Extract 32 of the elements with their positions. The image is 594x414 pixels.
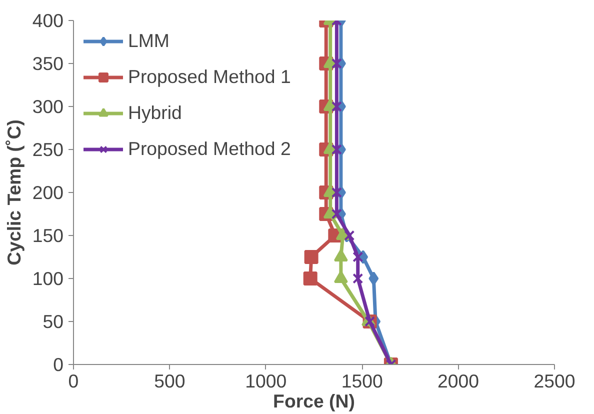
point: [331, 208, 342, 220]
legend-label: Proposed Method 1: [128, 66, 291, 88]
legend-label: Proposed Method 2: [128, 138, 291, 160]
legend-label: LMM: [128, 30, 170, 52]
legend-label: Hybrid: [128, 102, 182, 124]
y-tick-label: 300: [32, 96, 64, 117]
y-axis-title: Cyclic Temp (˚C): [3, 120, 24, 266]
x-tick-label: 1500: [341, 370, 383, 392]
point: [303, 272, 318, 286]
point: [304, 250, 318, 264]
y-tick-label: 100: [32, 268, 64, 289]
point: [331, 144, 342, 155]
y-tick-label: 50: [42, 311, 64, 332]
x-tick-label: 2000: [438, 370, 480, 392]
y-tick-label: 150: [32, 225, 64, 246]
y-tick-label: 200: [32, 182, 64, 203]
point: [352, 273, 364, 284]
y-tick-label: 400: [32, 10, 64, 31]
point: [352, 252, 364, 262]
point: [368, 272, 379, 286]
x-tick-label: 500: [154, 370, 186, 392]
x-axis-title: Force (N): [273, 390, 355, 412]
y-tick-label: 0: [53, 354, 64, 375]
point: [331, 187, 342, 198]
point: [331, 101, 342, 112]
point: [344, 230, 355, 241]
x-tick-label: 1000: [245, 370, 287, 392]
y-tick-label: 250: [32, 139, 64, 160]
x-tick-label: 2500: [534, 370, 576, 392]
x-tick-label: 0: [68, 370, 79, 392]
y-tick-label: 350: [32, 53, 64, 74]
point: [331, 58, 342, 69]
